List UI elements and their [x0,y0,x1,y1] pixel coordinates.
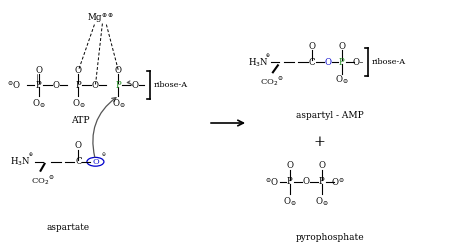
FancyArrowPatch shape [128,81,132,86]
Text: O: O [286,161,293,170]
Text: O: O [324,58,331,67]
Text: O$_{\ominus}$: O$_{\ominus}$ [283,195,297,208]
Text: O: O [318,161,325,170]
Text: ATP: ATP [71,116,90,124]
FancyArrowPatch shape [93,98,116,157]
Text: O: O [132,81,139,90]
Text: O: O [52,81,59,90]
Text: O$_{\ominus}$: O$_{\ominus}$ [32,98,46,110]
Text: $^{\ominus}$: $^{\ominus}$ [100,152,106,160]
Text: H$_3$N: H$_3$N [247,56,268,69]
Text: CO$_2$$^{\ominus}$: CO$_2$$^{\ominus}$ [31,175,55,188]
Text: H$_3$N: H$_3$N [10,155,31,168]
Text: O$_{\ominus}$: O$_{\ominus}$ [335,74,348,87]
Text: P: P [287,177,293,186]
Text: ribose-A: ribose-A [372,58,406,66]
Text: $^{\ominus}$O: $^{\ominus}$O [265,176,279,187]
Text: O: O [338,42,345,51]
Text: CO$_2$$^{\ominus}$: CO$_2$$^{\ominus}$ [260,76,284,89]
Text: P: P [319,177,325,186]
Text: P: P [36,81,41,90]
Text: O: O [35,66,42,75]
Text: O: O [75,66,82,75]
Text: P: P [339,58,345,67]
Text: O$_{\ominus}$: O$_{\ominus}$ [72,98,85,110]
Text: +: + [314,135,326,149]
Text: O$_{\ominus}$: O$_{\ominus}$ [315,195,328,208]
Text: C: C [75,157,82,166]
Text: ribose-A: ribose-A [153,81,187,89]
Text: $^{\ominus}$O: $^{\ominus}$O [7,79,21,91]
Text: C: C [309,58,315,67]
Text: O–: O– [353,58,365,67]
Text: O: O [115,66,122,75]
Text: pyrophosphate: pyrophosphate [295,233,364,242]
Text: O: O [92,81,99,90]
Text: aspartate: aspartate [47,223,90,232]
Text: O: O [75,141,82,150]
Text: O$^{\ominus}$: O$^{\ominus}$ [331,176,345,187]
Text: aspartyl - AMP: aspartyl - AMP [296,110,364,120]
Text: $^{\oplus}$: $^{\oplus}$ [265,52,271,60]
Text: $^{\oplus}$: $^{\oplus}$ [28,152,33,160]
Text: O: O [92,158,99,166]
Text: P: P [116,81,121,90]
Text: P: P [75,81,82,90]
Text: O: O [308,42,315,51]
Text: O: O [302,177,310,186]
Text: Mg$^{\oplus\oplus}$: Mg$^{\oplus\oplus}$ [87,12,114,25]
Text: O$_{\ominus}$: O$_{\ominus}$ [111,98,125,110]
